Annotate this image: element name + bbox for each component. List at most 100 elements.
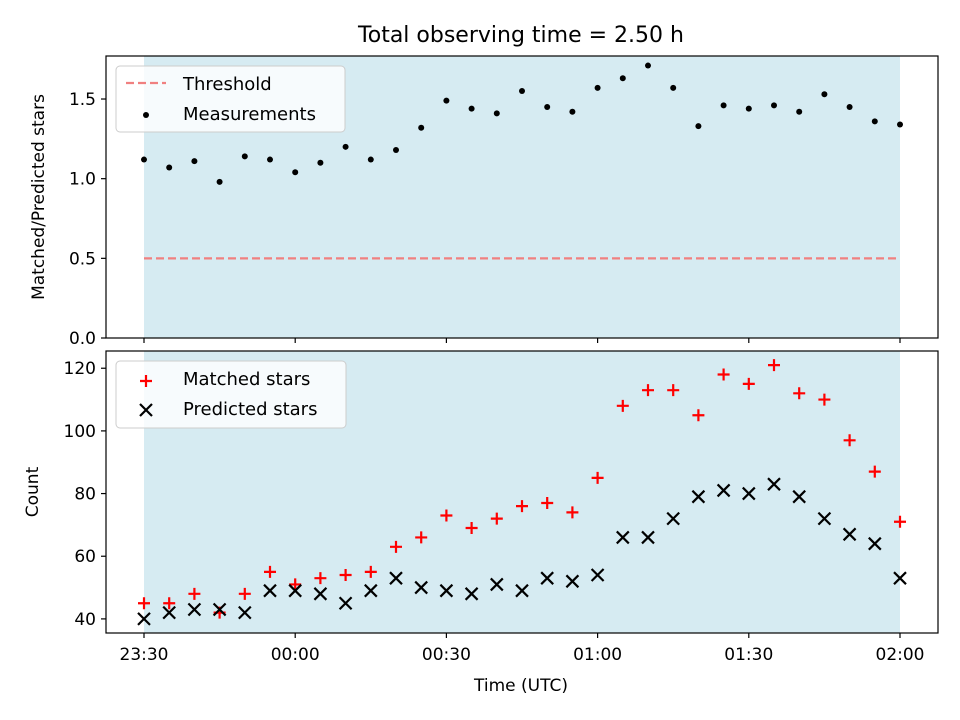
chart-title: Total observing time = 2.50 h xyxy=(357,23,684,48)
matched-point xyxy=(591,471,604,484)
measurement-point xyxy=(393,147,399,153)
measurement-point xyxy=(796,108,803,115)
predicted-point xyxy=(187,602,202,617)
measurement-point xyxy=(342,143,349,150)
legend-predicted-label: Predicted stars xyxy=(183,399,317,420)
top-x-ticks xyxy=(143,338,901,343)
predicted-point xyxy=(238,605,252,620)
predicted-points xyxy=(137,477,907,626)
predicted-point xyxy=(842,527,857,542)
x-tick-label: 23:30 xyxy=(120,645,169,665)
x-tick-label: 00:30 xyxy=(422,645,471,665)
matched-point xyxy=(818,393,831,406)
bottom-y-axis: 40 60 80 100 120 xyxy=(64,359,106,630)
matched-point xyxy=(793,387,806,400)
measurement-point xyxy=(267,156,273,163)
predicted-point xyxy=(792,489,806,504)
measurement-point xyxy=(821,91,828,98)
measurement-point xyxy=(771,102,777,109)
measurement-point xyxy=(443,97,450,104)
matched-point xyxy=(717,368,730,381)
predicted-point xyxy=(641,530,655,545)
bottom-legend: Matched stars Predicted stars xyxy=(115,360,347,429)
x-tick-label: 00:00 xyxy=(271,645,320,665)
top-y-tick-label: 0.0 xyxy=(69,329,96,349)
predicted-point xyxy=(263,583,277,598)
measurement-point xyxy=(418,124,425,131)
matched-point xyxy=(415,531,428,544)
measurement-point xyxy=(241,153,248,160)
bottom-plot-frame xyxy=(105,350,939,634)
matched-point xyxy=(465,522,478,535)
measurement-point xyxy=(645,62,651,69)
predicted-point xyxy=(439,583,454,598)
measurement-point xyxy=(216,178,223,185)
predicted-point xyxy=(616,530,630,545)
top-legend-box xyxy=(115,65,346,133)
measurement-point xyxy=(519,88,525,95)
measurement-point xyxy=(367,156,374,163)
measurement-point xyxy=(670,84,677,91)
predicted-point xyxy=(490,577,504,592)
top-panel: 0.0 0.5 1.0 1.5 Matched/Predicted stars Thr… xyxy=(29,55,939,349)
matched-point xyxy=(516,500,528,513)
matched-point xyxy=(742,377,755,390)
measurement-point xyxy=(594,84,601,91)
predicted-point xyxy=(565,574,580,589)
legend-measurements-label: Measurements xyxy=(183,104,316,125)
measurement-point xyxy=(468,105,475,112)
top-y-tick-label: 0.5 xyxy=(69,249,96,269)
predicted-point xyxy=(691,489,706,504)
bottom-y-tick-label: 40 xyxy=(74,610,96,630)
top-y-axis-label: Matched/Predicted stars xyxy=(29,94,49,300)
predicted-point xyxy=(389,571,403,585)
matched-point xyxy=(289,578,302,591)
measurement-point xyxy=(317,159,324,166)
predicted-point xyxy=(868,536,882,551)
predicted-point xyxy=(590,568,605,582)
matched-point xyxy=(490,512,503,525)
measurement-point xyxy=(720,102,727,109)
predicted-point xyxy=(137,612,151,626)
matched-point xyxy=(566,506,579,519)
matched-point xyxy=(339,569,352,582)
measurement-point xyxy=(695,123,702,130)
bottom-x-axis: 23:30 00:00 00:30 01:00 01:30 02:00 xyxy=(120,633,925,665)
legend-matched-label: Matched stars xyxy=(183,369,310,390)
predicted-point xyxy=(666,511,680,526)
top-y-tick-label: 1.5 xyxy=(69,90,96,110)
predicted-point xyxy=(515,583,529,598)
measurement-point xyxy=(191,158,198,165)
bottom-y-axis-label: Count xyxy=(23,466,43,517)
bottom-y-tick-label: 100 xyxy=(64,422,96,442)
matched-point xyxy=(642,384,654,397)
matched-point xyxy=(440,509,453,522)
bottom-legend-box xyxy=(115,360,347,429)
matched-point xyxy=(163,597,176,610)
predicted-point xyxy=(742,486,756,501)
matched-point xyxy=(138,597,150,610)
measurement-point xyxy=(619,75,626,82)
matched-point xyxy=(188,587,201,600)
predicted-point xyxy=(893,571,907,585)
measurement-point xyxy=(544,103,551,110)
matched-point xyxy=(768,359,780,372)
matched-point xyxy=(364,565,377,578)
matched-point xyxy=(390,540,402,553)
predicted-point xyxy=(716,483,731,498)
bottom-y-tick-label: 120 xyxy=(64,359,96,379)
matched-point xyxy=(238,587,251,600)
predicted-point xyxy=(212,602,227,617)
bottom-panel: 40 60 80 100 120 23:30 00:00 00:30 01:00 01:30 02… xyxy=(23,350,939,696)
matched-point xyxy=(692,409,705,422)
matched-points xyxy=(138,359,906,619)
measurement-point xyxy=(846,103,853,110)
top-legend: Threshold Measurements xyxy=(115,65,346,133)
x-tick-label: 01:00 xyxy=(573,645,622,665)
matched-point xyxy=(667,384,680,397)
measurement-point xyxy=(166,164,173,171)
predicted-point xyxy=(162,605,176,620)
measurement-point xyxy=(493,110,500,117)
legend-threshold-label: Threshold xyxy=(182,74,272,95)
x-axis-label: Time (UTC) xyxy=(473,676,568,696)
